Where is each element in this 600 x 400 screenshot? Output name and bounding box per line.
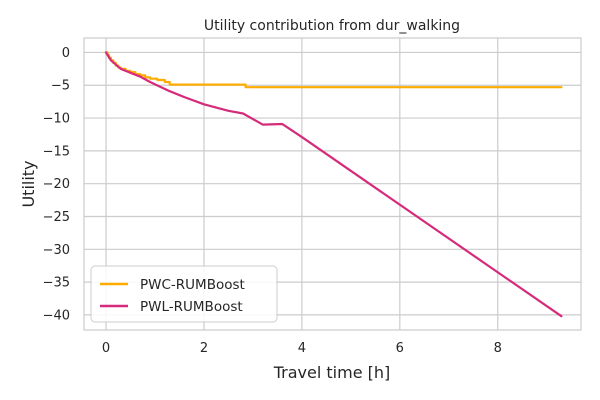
y-tick-label: −35 xyxy=(43,276,70,291)
x-tick-label: 0 xyxy=(102,341,110,356)
y-tick-label: 0 xyxy=(62,46,70,61)
x-tick-label: 8 xyxy=(494,341,502,356)
series-layer xyxy=(104,51,563,318)
y-axis-label: Utility xyxy=(19,160,38,207)
y-tick-label: −5 xyxy=(51,79,70,94)
y-tick-label: −10 xyxy=(43,112,70,127)
series-line-pwl xyxy=(104,51,563,318)
y-tick-label: −25 xyxy=(43,210,70,225)
y-tick-label: −40 xyxy=(43,308,70,323)
x-axis-label: Travel time [h] xyxy=(273,363,391,382)
legend-label-pwc: PWC-RUMBoost xyxy=(140,277,245,293)
legend-box xyxy=(90,265,278,323)
y-tick-label: −30 xyxy=(43,243,70,258)
x-tick-label: 2 xyxy=(200,341,208,356)
chart-title: Utility contribution from dur_walking xyxy=(204,18,460,34)
y-tick-label: −15 xyxy=(43,144,70,159)
plot-frame xyxy=(83,37,582,331)
y-tick-label: −20 xyxy=(43,177,70,192)
x-tick-label: 6 xyxy=(396,341,404,356)
x-tick-labels: 0 2 4 6 8 xyxy=(102,341,502,356)
legend: PWC-RUMBoost PWL-RUMBoost xyxy=(90,265,278,323)
y-tick-labels: 0 −5 −10 −15 −20 −25 −30 −35 −40 xyxy=(43,46,70,323)
x-tick-label: 4 xyxy=(298,341,306,356)
grid-lines xyxy=(84,38,581,330)
legend-label-pwl: PWL-RUMBoost xyxy=(140,299,243,315)
